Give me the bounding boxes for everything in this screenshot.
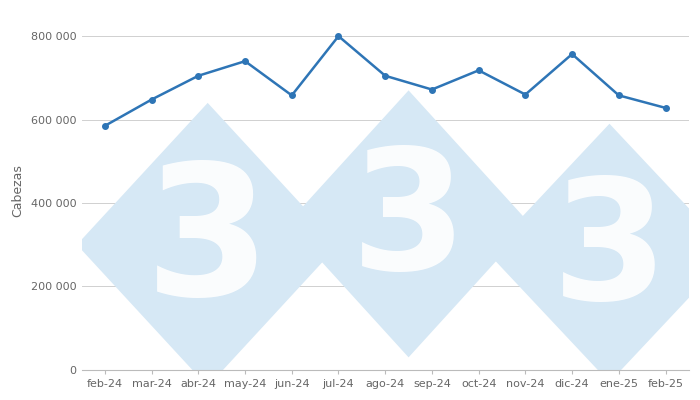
Text: 3: 3 bbox=[145, 157, 270, 333]
Text: 3: 3 bbox=[351, 142, 467, 305]
Y-axis label: Cabezas: Cabezas bbox=[11, 164, 24, 217]
Text: 3: 3 bbox=[552, 172, 668, 334]
Polygon shape bbox=[488, 124, 700, 382]
Polygon shape bbox=[77, 103, 339, 386]
Polygon shape bbox=[287, 90, 530, 357]
